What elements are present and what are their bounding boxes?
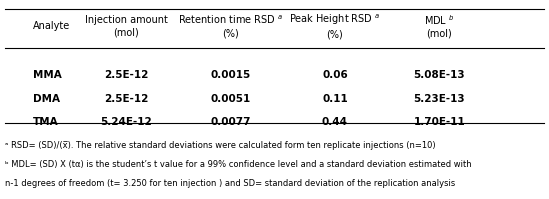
Text: 0.06: 0.06 bbox=[322, 70, 348, 80]
Text: ᵃ RSD= (SD)/(x̅). The relative standard deviations were calculated form ten repl: ᵃ RSD= (SD)/(x̅). The relative standard … bbox=[5, 141, 436, 150]
Text: MDL $^b$
(mol): MDL $^b$ (mol) bbox=[424, 13, 455, 39]
Text: Retention time RSD $^a$
(%): Retention time RSD $^a$ (%) bbox=[178, 14, 283, 38]
Text: n-1 degrees of freedom (t= 3.250 for ten injection ) and SD= standard deviation : n-1 degrees of freedom (t= 3.250 for ten… bbox=[5, 179, 456, 188]
Text: DMA: DMA bbox=[33, 94, 60, 103]
Text: ᵇ MDL= (SD) X (tα) is the student’s t value for a 99% confidence level and a sta: ᵇ MDL= (SD) X (tα) is the student’s t va… bbox=[5, 160, 472, 169]
Text: 5.24E-12: 5.24E-12 bbox=[100, 117, 152, 127]
Text: Peak Height RSD $^a$
(%): Peak Height RSD $^a$ (%) bbox=[289, 13, 380, 39]
Text: 0.11: 0.11 bbox=[322, 94, 348, 103]
Text: 1.70E-11: 1.70E-11 bbox=[413, 117, 465, 127]
Text: TMA: TMA bbox=[33, 117, 59, 127]
Text: 0.44: 0.44 bbox=[322, 117, 348, 127]
Text: Injection amount
(mol): Injection amount (mol) bbox=[85, 15, 167, 37]
Text: 0.0077: 0.0077 bbox=[210, 117, 251, 127]
Text: 2.5E-12: 2.5E-12 bbox=[104, 94, 148, 103]
Text: 0.0051: 0.0051 bbox=[210, 94, 251, 103]
Text: 5.08E-13: 5.08E-13 bbox=[413, 70, 465, 80]
Text: 2.5E-12: 2.5E-12 bbox=[104, 70, 148, 80]
Text: 5.23E-13: 5.23E-13 bbox=[413, 94, 465, 103]
Text: MMA: MMA bbox=[33, 70, 61, 80]
Text: 0.0015: 0.0015 bbox=[210, 70, 251, 80]
Text: Analyte: Analyte bbox=[33, 21, 70, 31]
